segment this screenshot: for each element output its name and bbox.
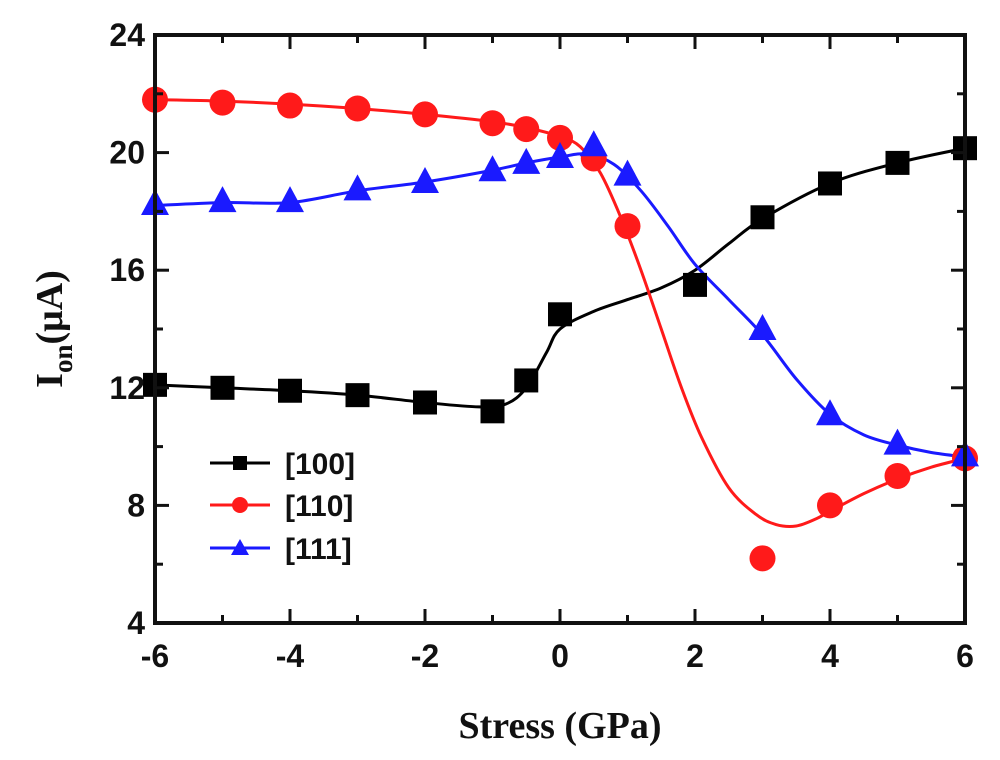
data-point-circle [412,101,438,128]
y-axis-title: Ion(μA) [29,270,78,388]
data-point-square [278,378,302,403]
data-point-square [683,272,707,297]
x-tick-label: 0 [551,638,569,674]
series-line-0 [155,146,965,409]
y-tick-label: 20 [109,135,145,171]
x-tick-label: 2 [686,638,704,674]
data-point-triangle [546,142,574,169]
data-point-circle [209,89,236,116]
x-tick-label: 6 [956,638,974,674]
data-point-square [885,150,910,175]
data-point-square [514,368,539,393]
x-tick-label: 4 [821,638,839,674]
legend-marker-100 [233,456,247,470]
legend-entry-110: [110] [210,490,353,523]
data-point-square [480,399,505,424]
legend-marker-110 [232,497,248,513]
y-axis-title-subscript: on [48,344,78,373]
data-point-circle [479,110,506,137]
data-point-triangle [613,159,642,186]
data-point-circle [344,95,371,122]
data-point-triangle [276,186,304,213]
data-point-circle [277,92,303,119]
legend-label-100: [100] [285,448,355,481]
x-axis-title: Stress (GPa) [459,705,662,747]
legend-marker-111 [231,539,249,555]
data-point-circle [817,492,843,519]
legend-entry-111: [111] [210,533,352,566]
data-point-circle [884,463,911,489]
data-point-triangle [816,399,844,426]
data-point-circle [547,124,573,151]
tick-layer [153,33,967,625]
legend-label-111: [111] [285,533,352,566]
y-tick-label: 8 [127,487,145,523]
y-tick-label: 16 [109,252,145,288]
data-point-triangle [883,428,912,455]
y-tick-label: 24 [109,17,145,53]
legend: [100] [110] [111] [210,448,355,566]
x-tick-label: -6 [141,638,169,674]
data-point-triangle [748,314,777,340]
legend-label-110: [110] [285,490,353,523]
svg-text:Ion(μA): Ion(μA) [29,270,78,388]
y-tick-label: 4 [127,605,145,641]
data-point-square [413,390,437,415]
data-point-triangle [411,167,439,193]
data-point-triangle [343,174,372,201]
data-point-square [210,375,235,400]
data-point-square [750,205,775,230]
data-point-circle [749,545,776,572]
data-point-square [818,171,842,196]
y-tick-label: 12 [109,370,145,406]
data-point-triangle [208,186,237,213]
legend-entry-100: [100] [210,448,355,481]
x-tick-label: -4 [276,638,305,674]
y-axis-title-main: I [29,373,71,388]
data-point-circle [513,116,540,143]
y-axis-title-unit: (μA) [29,270,71,344]
data-point-triangle [579,130,608,157]
data-point-square [345,383,370,408]
data-point-triangle [478,155,507,182]
data-point-circle [614,213,641,240]
marker-layer [141,86,979,572]
data-point-triangle [512,147,541,174]
data-point-square [548,302,572,327]
x-tick-label: -2 [411,638,439,674]
